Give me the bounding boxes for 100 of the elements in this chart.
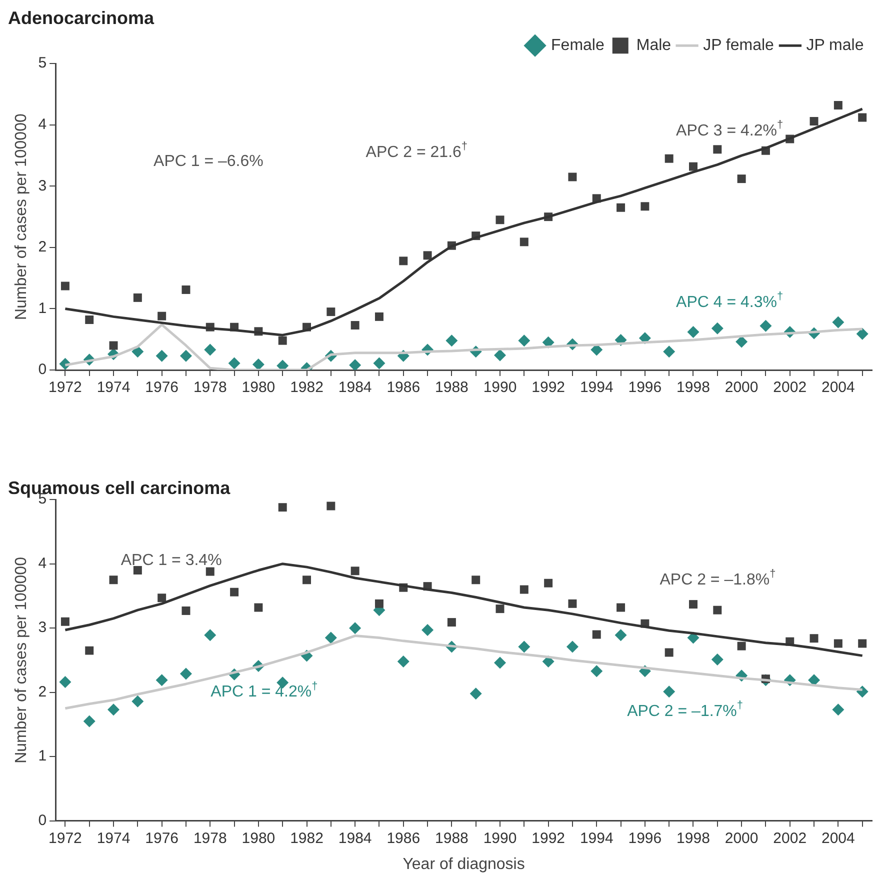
point — [182, 606, 190, 615]
point — [302, 576, 312, 584]
point — [737, 642, 746, 650]
point — [834, 101, 842, 110]
x-tick-label: 1992 — [532, 830, 566, 847]
y-tick-label: 5 — [38, 54, 47, 72]
point — [520, 585, 528, 594]
point — [254, 603, 263, 612]
y-axis-title: Number of cases per 100000 — [13, 556, 30, 764]
x-tick-label: 1980 — [242, 379, 276, 396]
point — [568, 599, 577, 608]
point — [592, 630, 601, 639]
x-tick-label: 1976 — [145, 379, 179, 396]
point — [204, 629, 216, 642]
point — [324, 632, 337, 644]
x-tick-label: 2004 — [821, 379, 855, 396]
point — [640, 202, 650, 211]
x-tick-label: 1996 — [628, 830, 662, 847]
point — [158, 594, 166, 602]
x-tick-label: 1974 — [96, 830, 130, 847]
x-tick-label: 1988 — [435, 830, 468, 847]
legend-label: Male — [636, 37, 672, 54]
y-tick-label: 0 — [38, 361, 47, 378]
point — [133, 293, 142, 302]
chart-title: Adenocarcinoma — [8, 8, 156, 28]
x-tick-label: 1992 — [532, 379, 566, 396]
point — [204, 344, 216, 356]
y-tick-label: 0 — [38, 812, 47, 829]
point — [858, 113, 867, 122]
y-tick-label: 3 — [38, 619, 47, 636]
point — [737, 174, 746, 184]
x-tick-label: 2002 — [773, 830, 807, 847]
point — [856, 328, 868, 340]
x-tick-label: 2004 — [821, 830, 855, 847]
point — [518, 334, 530, 347]
point — [687, 326, 700, 338]
point — [60, 617, 70, 626]
point — [494, 656, 506, 669]
annotation: APC 4 = 4.3%† — [676, 290, 784, 311]
point — [832, 316, 844, 328]
x-tick-label: 1998 — [676, 830, 710, 847]
y-tick-label: 2 — [38, 683, 47, 700]
point — [713, 606, 722, 614]
annotation: APC 2 = 21.6† — [366, 140, 468, 161]
x-tick-label: 1980 — [242, 830, 276, 847]
point — [278, 503, 287, 512]
annotation: APC 1 = –6.6% — [154, 153, 264, 170]
x-tick-label: 1986 — [386, 830, 420, 847]
point — [109, 341, 118, 350]
x-tick-label: 1996 — [628, 379, 662, 396]
x-tick-label: 1994 — [580, 830, 614, 847]
x-tick-label: 1982 — [290, 379, 324, 396]
y-axis-title: Number of cases per 100000 — [13, 114, 30, 320]
point — [276, 360, 289, 370]
point — [520, 238, 528, 246]
point — [663, 686, 676, 698]
point — [158, 312, 166, 320]
x-tick-label: 1978 — [193, 379, 227, 396]
point — [350, 566, 360, 576]
point — [108, 704, 120, 716]
x-tick-label: 1974 — [96, 379, 130, 396]
point — [664, 648, 674, 657]
point — [446, 334, 458, 347]
point — [590, 344, 603, 356]
x-tick-label: 1990 — [483, 379, 517, 396]
x-tick-label: 1978 — [193, 830, 227, 847]
point — [614, 629, 627, 642]
x-axis-title: Year of diagnosis — [402, 856, 525, 873]
point — [616, 603, 626, 612]
point — [326, 502, 336, 510]
x-tick-label: 1998 — [676, 379, 710, 396]
point — [470, 688, 482, 700]
point — [566, 640, 578, 653]
point — [447, 618, 456, 627]
x-tick-label: 1972 — [48, 379, 82, 396]
point — [496, 604, 504, 614]
point — [518, 640, 530, 653]
point — [810, 634, 818, 643]
point — [350, 321, 360, 330]
point — [180, 350, 192, 362]
point — [374, 312, 384, 321]
x-tick-label: 1976 — [145, 830, 179, 847]
x-tick-label: 1990 — [483, 830, 517, 847]
legend-label: JP male — [806, 37, 864, 54]
point — [109, 576, 118, 584]
point — [85, 646, 94, 655]
x-tick-label: 1984 — [338, 830, 372, 847]
x-tick-label: 1994 — [580, 379, 614, 396]
annotation: APC 2 = –1.7%† — [627, 700, 744, 720]
point — [760, 320, 772, 332]
x-tick-label: 1984 — [338, 379, 372, 396]
point — [858, 639, 867, 648]
y-tick-label: 3 — [38, 177, 47, 194]
x-tick-label: 2002 — [773, 379, 807, 396]
point — [278, 336, 287, 345]
point — [711, 322, 724, 334]
point — [230, 588, 239, 596]
x-tick-label: 1972 — [48, 830, 82, 847]
point — [349, 359, 362, 370]
point — [663, 346, 676, 358]
